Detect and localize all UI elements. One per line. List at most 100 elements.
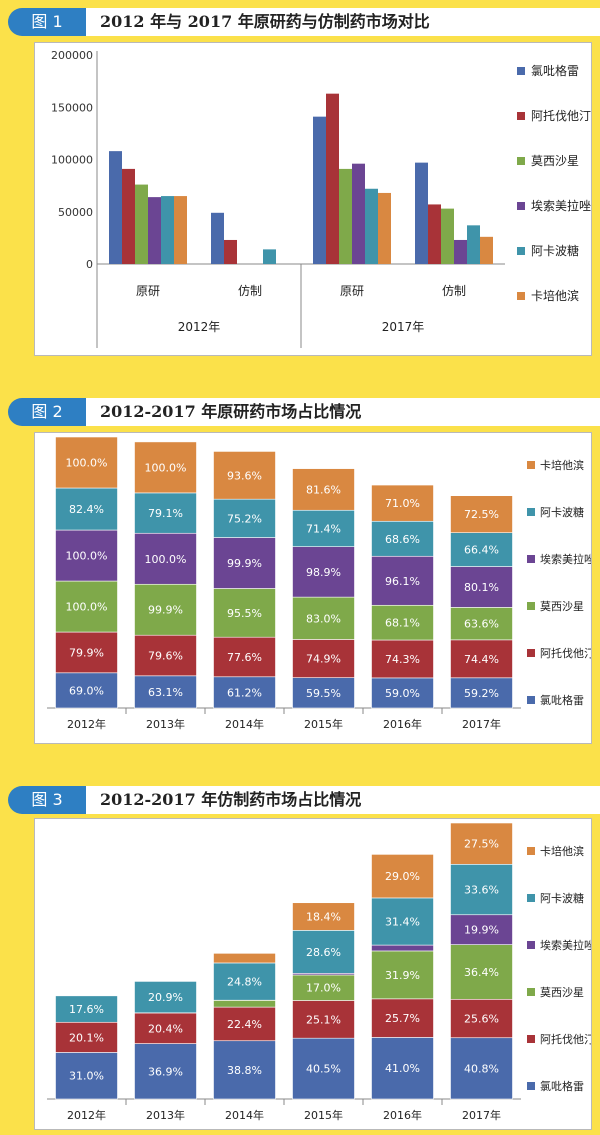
legend-label: 阿卡波糖: [540, 505, 584, 519]
legend-swatch: [527, 649, 535, 657]
segment-series-1-cat-5: [450, 998, 513, 1039]
x-tick-label: 2013年: [146, 717, 185, 731]
figure-2-tab: 图 2: [8, 398, 86, 426]
data-label: 63.6%: [464, 618, 499, 631]
figure-1-title: 2012 年与 2017 年原研药与仿制药市场对比: [100, 12, 430, 31]
data-label: 81.6%: [306, 483, 341, 496]
figure-2-header: 图 2 2012-2017 年原研药市场占比情况: [0, 392, 600, 432]
y-tick-label: 150000: [51, 101, 93, 114]
legend-swatch: [527, 602, 535, 610]
legend-label: 阿托伐他汀: [540, 1032, 591, 1046]
segment-series-3-cat-3: [292, 546, 355, 598]
y-tick-label: 50000: [58, 206, 93, 219]
legend-label: 埃索美拉唑: [540, 938, 591, 952]
legend-label: 莫西沙星: [531, 154, 579, 168]
data-label: 93.6%: [227, 469, 262, 482]
bar-series-0-cat-1: [211, 212, 224, 264]
x-tick-label: 2012年: [67, 1108, 106, 1122]
figure-1-title-bar: [86, 8, 600, 36]
chart-2-svg: 69.0% 79.9% 100.0% 100.0% 82.4% 100.0% 2012年 63…: [47, 436, 595, 731]
segment-series-0-cat-1: [134, 675, 197, 709]
data-label: 41.0%: [385, 1062, 420, 1075]
data-label: 31.4%: [385, 916, 420, 929]
segment-series-0-cat-1: [134, 1043, 197, 1100]
segment-series-4-cat-3: [292, 930, 355, 974]
data-label: 69.0%: [69, 684, 104, 697]
bar-series-3-cat-0: [148, 197, 161, 264]
legend-label: 卡培他滨: [531, 288, 579, 303]
segment-series-5-cat-5: [450, 822, 513, 865]
segment-series-4-cat-2: [213, 962, 276, 1001]
y-tick-label: 100000: [51, 154, 93, 167]
segment-series-2-cat-2: [213, 588, 276, 638]
segment-series-2-cat-3: [292, 974, 355, 1001]
bar-series-4-cat-1: [263, 249, 276, 264]
legend-label: 卡培他滨: [540, 844, 584, 858]
segment-series-4-cat-4: [371, 520, 434, 557]
data-label: 100.0%: [145, 553, 187, 566]
segment-series-5-cat-2: [213, 451, 276, 500]
legend-label: 埃索美拉唑: [531, 198, 591, 213]
legend-swatch: [527, 1082, 535, 1090]
x-tick-label: 2016年: [383, 717, 422, 731]
data-label: 25.6%: [464, 1013, 499, 1026]
legend-label: 埃索美拉唑: [540, 552, 591, 566]
bar-series-0-cat-3: [415, 162, 428, 264]
segment-series-4-cat-3: [292, 509, 355, 547]
x-tick-label: 仿制: [238, 284, 262, 298]
segment-series-5-cat-4: [371, 484, 434, 522]
bar-series-4-cat-3: [467, 225, 480, 264]
figure-3-header: 图 3 2012-2017 年仿制药市场占比情况: [0, 780, 600, 820]
legend-swatch: [517, 112, 525, 120]
data-label: 95.5%: [227, 607, 262, 620]
segment-series-4-cat-0: [55, 487, 118, 531]
segment-series-5-cat-5: [450, 495, 513, 533]
data-label: 79.1%: [148, 507, 183, 520]
legend-swatch: [527, 1035, 535, 1043]
data-label: 99.9%: [227, 557, 262, 570]
legend-label: 卡培他滨: [540, 458, 584, 472]
figure-3-chart: 31.0%20.1%17.6%2012年36.9%20.4%0.1%20.9%2…: [34, 818, 595, 1130]
data-label: 20.4%: [148, 1022, 183, 1035]
bar-series-1-cat-0: [122, 168, 135, 264]
x-tick-label: 原研: [340, 284, 364, 298]
segment-series-5-cat-4: [371, 854, 434, 899]
segment-series-2-cat-3: [292, 596, 355, 640]
x-tick-label: 2012年: [67, 717, 106, 731]
segment-series-5-cat-3: [292, 468, 355, 511]
segment-series-2-cat-2: [213, 1000, 276, 1008]
segment-series-5-cat-3: [292, 902, 355, 931]
data-label: 74.4%: [464, 653, 499, 666]
legend-swatch: [527, 941, 535, 949]
data-label: 18.4%: [306, 911, 341, 924]
data-label: 66.4%: [464, 544, 499, 557]
bar-series-0-cat-2: [313, 116, 326, 264]
x-tick-label: 2015年: [304, 717, 343, 731]
segment-series-4-cat-5: [450, 532, 513, 567]
bar-series-4-cat-2: [365, 188, 378, 264]
data-label: 59.2%: [464, 687, 499, 700]
segment-series-2-cat-4: [371, 950, 434, 1000]
figure-1-tab: 图 1: [8, 8, 86, 36]
data-label: 20.1%: [69, 1031, 104, 1044]
legend-label: 氯吡格雷: [540, 693, 584, 707]
bar-series-0-cat-0: [109, 151, 122, 264]
data-label: 29.0%: [385, 870, 420, 883]
data-label: 100.0%: [66, 457, 108, 470]
data-label: 36.9%: [148, 1065, 183, 1078]
data-label: 25.7%: [385, 1012, 420, 1025]
data-label: 40.8%: [464, 1062, 499, 1075]
segment-series-1-cat-1: [134, 1012, 197, 1044]
bar-series-5-cat-0: [174, 196, 187, 264]
x-tick-label: 2017年: [462, 1108, 501, 1122]
legend-swatch: [517, 67, 525, 75]
segment-series-1-cat-4: [371, 998, 434, 1038]
x-tick-label: 2013年: [146, 1108, 185, 1122]
data-label: 71.4%: [306, 522, 341, 535]
y-tick-label: 200000: [51, 49, 93, 62]
segment-series-1-cat-4: [371, 639, 434, 679]
group-label: 2012年: [178, 320, 221, 334]
legend-label: 莫西沙星: [540, 986, 584, 999]
x-tick-label: 仿制: [442, 284, 466, 298]
segment-series-2-cat-0: [55, 580, 118, 633]
